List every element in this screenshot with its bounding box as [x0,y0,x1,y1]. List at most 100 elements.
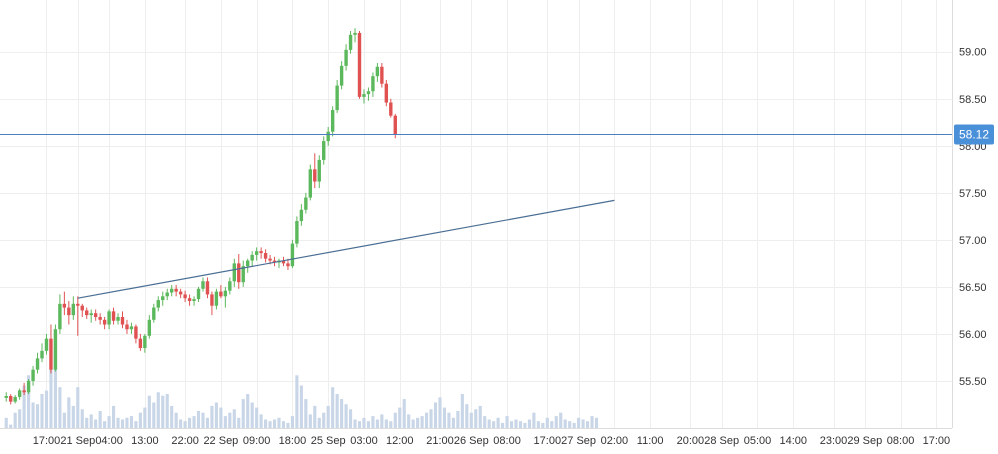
x-tick-label: 22 Sep [203,435,238,447]
candle-up [295,221,299,244]
volume-bar [322,412,326,428]
volume-bar [295,375,299,428]
volume-bar [18,409,22,428]
candle-down [384,83,389,103]
volume-bar [518,421,523,428]
x-tick-label: 09:00 [243,435,271,447]
volume-bar [62,412,66,428]
volume-bar [85,417,89,428]
candle-up [161,296,165,301]
volume-bar [89,414,93,428]
candle-down [80,305,84,311]
volume-bar [536,421,540,428]
volume-bar [201,412,205,428]
candles [4,28,397,405]
candle-up [26,380,31,393]
candle-down [286,263,290,267]
candle-up [147,319,152,336]
x-tick-label: 11:00 [637,435,664,447]
volume-bar [161,395,165,428]
volume-bar [219,407,223,428]
volume-bar [474,409,478,428]
candle-up [13,396,17,402]
volume-bar [44,390,49,428]
volume-bar [340,399,344,428]
volume-bar [594,417,599,428]
volume-bar [487,419,491,428]
x-axis: 17:00 21 Sep 04:00 13:00 22:00 22 Sep 09:00 18:… [0,428,952,447]
volume-bar [188,417,192,428]
volume-bar [492,421,496,428]
volume-bar [255,407,259,428]
x-tick-label: 26 Sep [454,435,489,447]
volume-bar [259,414,263,428]
volume-bar [179,419,183,428]
volume-bar [572,422,576,428]
volume-bar [442,407,447,428]
volume-bar [366,421,371,428]
candle-up [89,313,93,316]
candle-up [17,390,22,397]
volume-bar [268,421,272,428]
candle-up [143,335,147,349]
volume-bar [451,417,455,428]
volume-bar [505,416,509,428]
volume-bar [143,407,147,428]
candle-up [335,85,339,111]
candle-up [290,243,295,267]
volume-bar [344,404,348,428]
candle-down [93,313,98,318]
volume-bar [196,411,201,428]
volume-bar [223,416,227,428]
volume-bar [380,414,384,428]
volume-bar [313,405,317,428]
candle-up [4,396,8,398]
candle-down [49,338,53,370]
volume-bar [272,419,277,428]
candle-up [304,197,308,210]
volume-bar [402,399,406,428]
volume-bar [308,414,312,428]
volume-bar [447,412,451,428]
candle-up [71,303,76,316]
candle-down [272,260,277,263]
candle-down [313,169,317,182]
volume-bar [527,419,531,428]
y-tick-label: 56.00 [959,329,987,341]
candle-up [246,260,250,267]
candle-down [187,298,192,302]
volume-bar [568,421,572,428]
volume-bar [277,417,281,428]
candle-down [237,263,241,283]
trendline [77,199,615,299]
volume-bar [147,395,151,428]
candle-up [375,66,380,77]
candle-down [393,115,397,135]
volume-bar [496,417,500,428]
volume-bar [326,405,330,428]
volume-bar [27,375,31,428]
volume-bar [241,399,245,428]
x-tick-label: 18:00 [279,435,307,447]
candle-down [22,390,26,393]
volume-bar [264,419,268,428]
volume-bar [362,417,366,428]
volume-bar [4,417,8,428]
candle-up [254,251,259,255]
volume-bar [192,416,196,428]
candle-up [214,291,219,306]
candle-up [201,281,205,289]
candle-up [348,34,353,50]
y-tick-label: 59.00 [959,47,987,59]
volume-bar [545,417,549,428]
x-tick-label: 21 Sep [60,435,95,447]
volume-bar [170,405,174,428]
volume-bars [4,347,599,428]
candle-down [85,310,89,316]
x-tick-label: 13:00 [131,435,159,447]
volume-bar [425,412,429,428]
candle-down [62,303,67,308]
candle-up [353,32,357,35]
volume-bar [205,417,210,428]
